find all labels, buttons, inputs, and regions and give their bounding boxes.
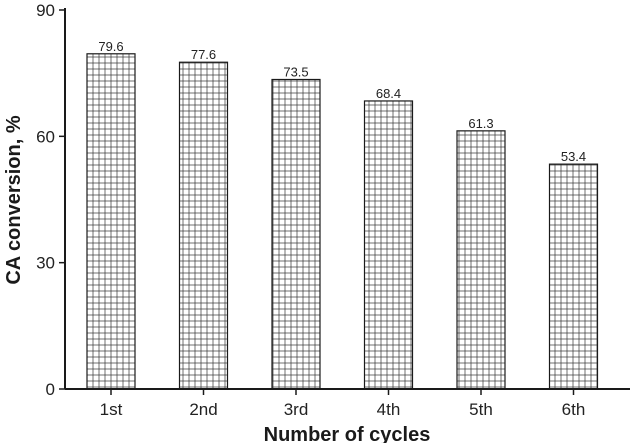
x-tick-label: 2nd — [189, 400, 217, 419]
bar-3rd — [271, 78, 321, 390]
bar-value-label: 68.4 — [376, 86, 401, 101]
bar-2nd — [178, 61, 229, 390]
x-axis-ticks: 1st 2nd 3rd 4th 5th 6th — [100, 389, 586, 419]
bar-1st — [86, 53, 136, 390]
y-tick-label: 90 — [36, 1, 55, 20]
x-tick-label: 4th — [377, 400, 401, 419]
bar-value-label: 53.4 — [561, 149, 586, 164]
bar-value-label: 61.3 — [468, 116, 493, 131]
y-tick-label: 30 — [36, 254, 55, 273]
x-tick-label: 6th — [562, 400, 586, 419]
y-tick-label: 0 — [46, 380, 55, 399]
x-tick-label: 5th — [469, 400, 493, 419]
y-axis-title: CA conversion, % — [3, 115, 25, 285]
bar-value-label: 73.5 — [283, 64, 308, 79]
y-axis-ticks: 0 30 60 90 — [36, 1, 65, 399]
bar-value-labels: 79.6 77.6 73.5 68.4 61.3 53.4 — [98, 39, 586, 164]
x-tick-label: 3rd — [284, 400, 309, 419]
bar-value-label: 77.6 — [191, 47, 216, 62]
y-tick-label: 60 — [36, 127, 55, 146]
bar-series — [86, 53, 599, 390]
bar-5th — [456, 130, 506, 390]
bar-6th — [548, 163, 599, 390]
bar-4th — [363, 100, 414, 390]
bar-value-label: 79.6 — [98, 39, 123, 54]
x-tick-label: 1st — [100, 400, 123, 419]
x-axis-title: Number of cycles — [264, 424, 431, 443]
